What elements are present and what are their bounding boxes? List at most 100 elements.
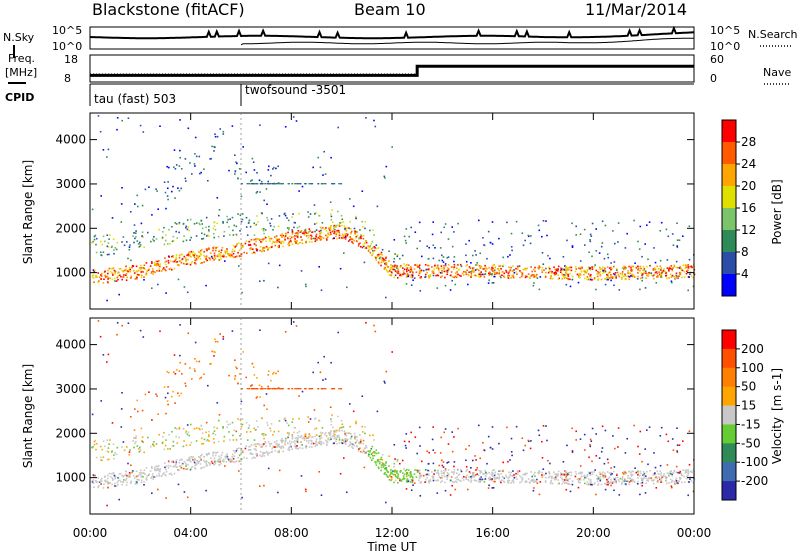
echo-pixel [199, 377, 201, 380]
echo-pixel [631, 265, 633, 268]
echo-pixel [264, 434, 267, 436]
echo-pixel [670, 481, 673, 483]
echo-pixel [267, 262, 270, 265]
echo-pixel [318, 420, 321, 422]
echo-pixel [486, 257, 488, 260]
echo-pixel [673, 469, 676, 472]
echo-pixel [128, 474, 130, 476]
echo-pixel [410, 431, 412, 434]
echo-pixel [385, 268, 388, 271]
echo-pixel [114, 272, 116, 275]
echo-pixel [643, 473, 645, 476]
echo-pixel [599, 479, 602, 482]
echo-pixel [175, 461, 178, 464]
echo-pixel [481, 478, 483, 481]
echo-pixel [579, 465, 582, 467]
echo-pixel [167, 259, 170, 262]
echo-pixel [422, 269, 425, 272]
echo-pixel [499, 469, 502, 472]
echo-pixel [189, 239, 191, 241]
echo-pixel [300, 444, 303, 446]
echo-pixel [688, 258, 691, 261]
echo-pixel [545, 425, 547, 427]
echo-pixel [393, 257, 396, 260]
echo-pixel [653, 274, 655, 276]
echo-pixel [480, 275, 482, 277]
echo-pixel [232, 252, 235, 255]
echo-pixel [440, 276, 442, 279]
echo-pixel [263, 484, 265, 487]
echo-pixel [411, 276, 414, 279]
echo-pixel [438, 476, 441, 478]
echo-pixel [653, 452, 655, 454]
echo-pixel [300, 270, 303, 272]
echo-pixel [322, 237, 325, 239]
echo-pixel [660, 221, 663, 224]
echo-pixel [159, 263, 162, 265]
echo-pixel [443, 469, 445, 472]
echo-pixel [143, 481, 145, 483]
echo-pixel [437, 474, 440, 476]
echo-pixel [453, 260, 455, 263]
echo-pixel [286, 227, 289, 229]
echo-pixel [454, 477, 457, 479]
echo-pixel [678, 267, 681, 269]
colorbar-tick-label: 12 [741, 223, 756, 237]
echo-pixel [264, 441, 267, 444]
echo-pixel [190, 423, 192, 426]
echo-pixel [307, 436, 310, 438]
echo-pixel [115, 248, 118, 251]
echo-pixel [416, 266, 419, 268]
echo-pixel [440, 231, 442, 234]
echo-pixel [560, 268, 563, 270]
echo-pixel [590, 235, 593, 237]
echo-pixel [187, 431, 190, 434]
echo-pixel [111, 272, 114, 274]
echo-pixel [624, 452, 627, 454]
colorbar-tick-label: -100 [741, 455, 768, 469]
echo-pixel [509, 473, 512, 476]
echo-pixel [188, 254, 191, 257]
echo-pixel [376, 255, 379, 258]
echo-pixel [377, 255, 380, 257]
echo-pixel [589, 278, 592, 281]
echo-pixel [388, 479, 391, 481]
echo-pixel [177, 483, 180, 486]
echo-pixel [674, 277, 677, 280]
echo-pixel [304, 435, 307, 438]
echo-pixel [213, 430, 216, 432]
echo-pixel [415, 476, 418, 478]
echo-pixel [261, 453, 264, 456]
echo-pixel [251, 179, 253, 181]
echo-pixel [262, 444, 264, 447]
echo-pixel [179, 354, 181, 357]
echo-pixel [621, 472, 624, 474]
echo-pixel [584, 271, 586, 274]
echo-pixel [109, 277, 112, 279]
echo-pixel [656, 272, 659, 275]
echo-pixel [226, 215, 228, 218]
echo-pixel [341, 442, 344, 445]
echo-pixel [427, 257, 430, 260]
echo-pixel [613, 273, 616, 276]
echo-pixel [333, 232, 335, 235]
echo-pixel [425, 268, 427, 271]
echo-pixel [655, 476, 657, 479]
echo-pixel [465, 254, 467, 257]
echo-pixel [125, 484, 128, 486]
echo-pixel [333, 432, 335, 435]
echo-pixel [675, 480, 678, 482]
echo-pixel [263, 437, 265, 440]
echo-pixel [410, 268, 412, 271]
echo-pixel [597, 476, 599, 478]
echo-pixel [652, 269, 655, 271]
echo-pixel [376, 410, 379, 413]
echo-pixel [385, 462, 387, 464]
echo-pixel [249, 183, 251, 185]
echo-pixel [541, 235, 543, 238]
echo-pixel [362, 234, 365, 237]
echo-pixel [442, 261, 445, 263]
echo-pixel [157, 208, 159, 210]
echo-pixel [203, 456, 205, 458]
